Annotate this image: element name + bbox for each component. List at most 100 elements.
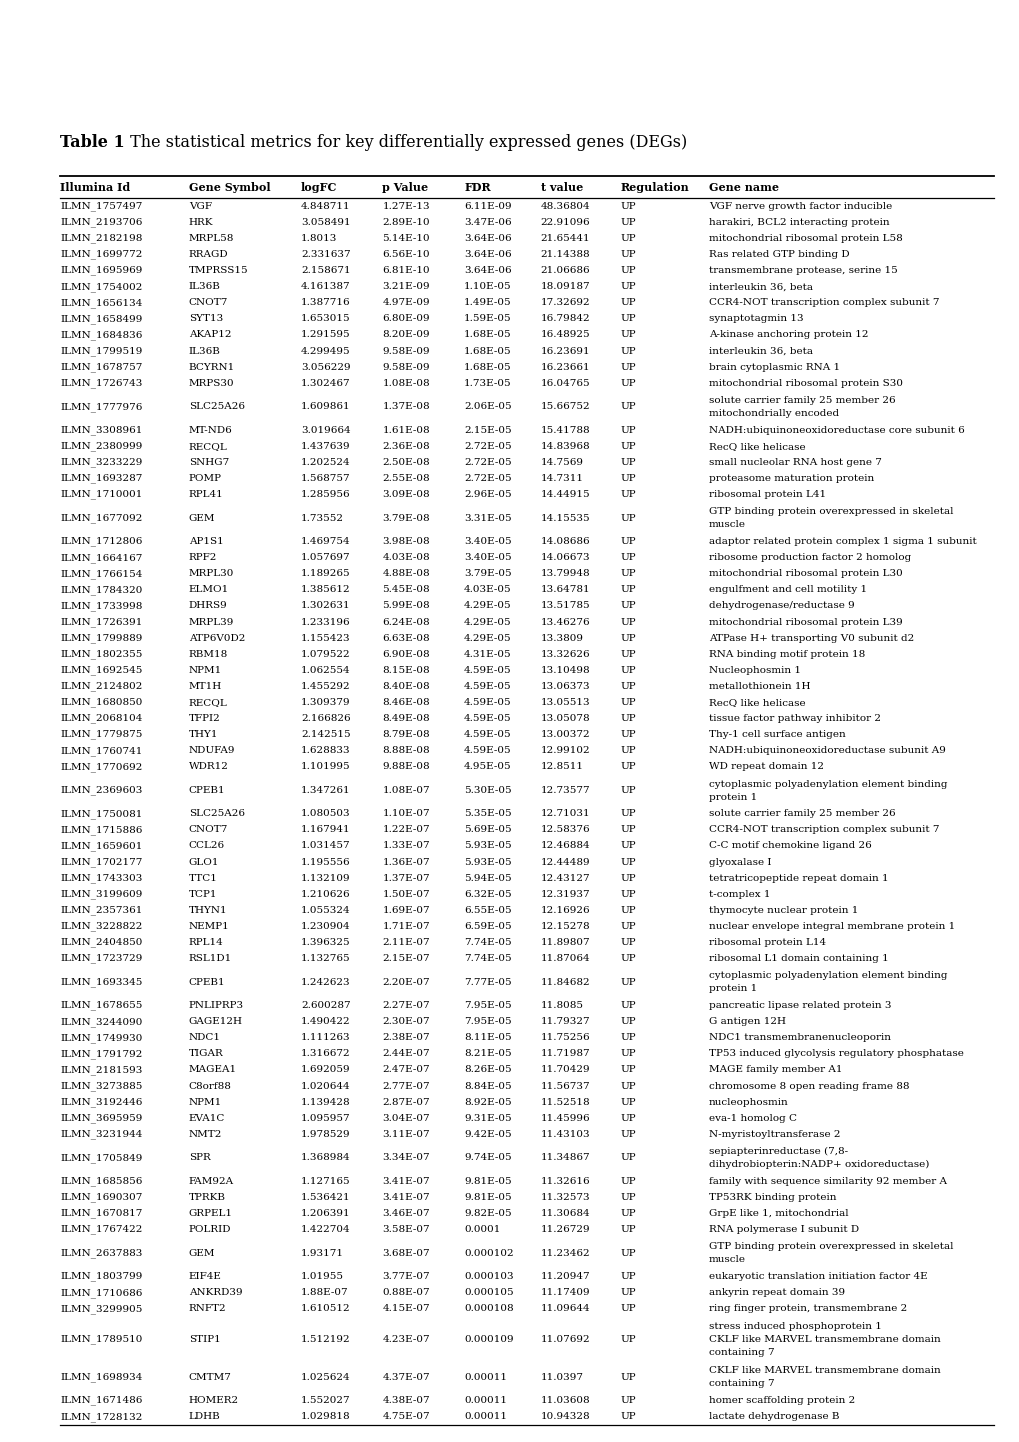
Text: ILMN_3233229: ILMN_3233229 (60, 457, 143, 467)
Text: TIGAR: TIGAR (189, 1050, 223, 1058)
Text: UP: UP (620, 1034, 635, 1043)
Text: ILMN_2380999: ILMN_2380999 (60, 441, 143, 451)
Text: 4.75E-07: 4.75E-07 (382, 1412, 430, 1422)
Text: 3.04E-07: 3.04E-07 (382, 1113, 430, 1123)
Text: 1.230904: 1.230904 (301, 921, 351, 932)
Text: A-kinase anchoring protein 12: A-kinase anchoring protein 12 (708, 330, 867, 339)
Text: ILMN_1784320: ILMN_1784320 (60, 585, 143, 594)
Text: ILMN_2404850: ILMN_2404850 (60, 937, 143, 947)
Text: 1.396325: 1.396325 (301, 937, 351, 947)
Text: 1.031457: 1.031457 (301, 842, 351, 851)
Text: HOMER2: HOMER2 (189, 1396, 238, 1405)
Text: interleukin 36, beta: interleukin 36, beta (708, 283, 812, 291)
Text: UP: UP (620, 825, 635, 835)
Text: 9.82E-05: 9.82E-05 (464, 1208, 512, 1218)
Text: 4.38E-07: 4.38E-07 (382, 1396, 430, 1405)
Text: SLC25A26: SLC25A26 (189, 809, 245, 818)
Text: p Value: p Value (382, 182, 428, 193)
Text: MRPL39: MRPL39 (189, 617, 233, 626)
Text: 7.74E-05: 7.74E-05 (464, 955, 512, 963)
Text: 2.20E-07: 2.20E-07 (382, 978, 430, 986)
Text: 3.58E-07: 3.58E-07 (382, 1226, 430, 1234)
Text: interleukin 36, beta: interleukin 36, beta (708, 346, 812, 356)
Text: MRPS30: MRPS30 (189, 379, 234, 388)
Text: 6.59E-05: 6.59E-05 (464, 921, 512, 932)
Text: UP: UP (620, 1113, 635, 1123)
Text: muscle: muscle (708, 1256, 745, 1265)
Text: 11.30684: 11.30684 (540, 1208, 590, 1218)
Text: UP: UP (620, 234, 635, 242)
Text: 5.45E-08: 5.45E-08 (382, 585, 430, 594)
Text: 2.15E-07: 2.15E-07 (382, 955, 430, 963)
Text: The statistical metrics for key differentially expressed genes (DEGs): The statistical metrics for key differen… (125, 134, 687, 151)
Text: 8.46E-08: 8.46E-08 (382, 698, 430, 707)
Text: 1.020644: 1.020644 (301, 1082, 351, 1090)
Text: 5.93E-05: 5.93E-05 (464, 842, 512, 851)
Text: 1.368984: 1.368984 (301, 1154, 351, 1162)
Text: TFPI2: TFPI2 (189, 714, 220, 722)
Text: 1.22E-07: 1.22E-07 (382, 825, 430, 835)
Text: 1.609861: 1.609861 (301, 402, 351, 411)
Text: 1.73552: 1.73552 (301, 513, 343, 522)
Text: UP: UP (620, 890, 635, 898)
Text: 16.04765: 16.04765 (540, 379, 590, 388)
Text: ILMN_1743303: ILMN_1743303 (60, 874, 143, 883)
Text: ILMN_3228822: ILMN_3228822 (60, 921, 143, 932)
Text: 16.79842: 16.79842 (540, 314, 590, 323)
Text: homer scaffolding protein 2: homer scaffolding protein 2 (708, 1396, 854, 1405)
Text: ILMN_2357361: ILMN_2357361 (60, 906, 143, 916)
Text: TP53 induced glycolysis regulatory phosphatase: TP53 induced glycolysis regulatory phosp… (708, 1050, 963, 1058)
Text: protein 1: protein 1 (708, 793, 756, 802)
Text: thymocyte nuclear protein 1: thymocyte nuclear protein 1 (708, 906, 857, 914)
Text: ILMN_1802355: ILMN_1802355 (60, 649, 143, 659)
Text: ILMN_1710686: ILMN_1710686 (60, 1288, 143, 1298)
Text: UP: UP (620, 1288, 635, 1298)
Text: small nucleolar RNA host gene 7: small nucleolar RNA host gene 7 (708, 459, 880, 467)
Text: 8.11E-05: 8.11E-05 (464, 1034, 512, 1043)
Text: 3.77E-07: 3.77E-07 (382, 1272, 430, 1280)
Text: 1.469754: 1.469754 (301, 538, 351, 547)
Text: UP: UP (620, 698, 635, 707)
Text: UP: UP (620, 554, 635, 562)
Text: 4.59E-05: 4.59E-05 (464, 666, 512, 675)
Text: WD repeat domain 12: WD repeat domain 12 (708, 763, 823, 771)
Text: 1.36E-07: 1.36E-07 (382, 858, 430, 867)
Text: ILMN_2193706: ILMN_2193706 (60, 218, 143, 228)
Text: 3.98E-08: 3.98E-08 (382, 538, 430, 547)
Text: N-myristoyltransferase 2: N-myristoyltransferase 2 (708, 1129, 840, 1139)
Text: 9.42E-05: 9.42E-05 (464, 1129, 512, 1139)
Text: 14.7311: 14.7311 (540, 474, 583, 483)
Text: UP: UP (620, 714, 635, 722)
Text: 1.055324: 1.055324 (301, 906, 351, 914)
Text: 10.94328: 10.94328 (540, 1412, 590, 1422)
Text: 4.59E-05: 4.59E-05 (464, 746, 512, 756)
Text: 3.79E-05: 3.79E-05 (464, 570, 512, 578)
Text: 1.062554: 1.062554 (301, 666, 351, 675)
Text: 12.8511: 12.8511 (540, 763, 583, 771)
Text: 0.000108: 0.000108 (464, 1305, 514, 1314)
Text: lactate dehydrogenase B: lactate dehydrogenase B (708, 1412, 839, 1422)
Text: 1.127165: 1.127165 (301, 1177, 351, 1185)
Text: ILMN_1658499: ILMN_1658499 (60, 314, 143, 323)
Text: 2.11E-07: 2.11E-07 (382, 937, 430, 947)
Text: ILMN_1710001: ILMN_1710001 (60, 490, 143, 499)
Text: 4.59E-05: 4.59E-05 (464, 698, 512, 707)
Text: 22.91096: 22.91096 (540, 218, 590, 226)
Text: NMT2: NMT2 (189, 1129, 222, 1139)
Text: ILMN_1779875: ILMN_1779875 (60, 730, 143, 740)
Text: tetratricopeptide repeat domain 1: tetratricopeptide repeat domain 1 (708, 874, 888, 883)
Text: DHRS9: DHRS9 (189, 601, 227, 610)
Text: UP: UP (620, 218, 635, 226)
Text: 12.44489: 12.44489 (540, 858, 590, 867)
Text: 1.50E-07: 1.50E-07 (382, 890, 430, 898)
Text: ILMN_1726743: ILMN_1726743 (60, 378, 143, 388)
Text: t-complex 1: t-complex 1 (708, 890, 769, 898)
Text: 1.37E-07: 1.37E-07 (382, 874, 430, 883)
Text: BCYRN1: BCYRN1 (189, 362, 234, 372)
Text: ILMN_1715886: ILMN_1715886 (60, 825, 143, 835)
Text: ILMN_1690307: ILMN_1690307 (60, 1193, 143, 1203)
Text: stress induced phosphoprotein 1: stress induced phosphoprotein 1 (708, 1322, 880, 1331)
Text: UP: UP (620, 459, 635, 467)
Text: 8.84E-05: 8.84E-05 (464, 1082, 512, 1090)
Text: 14.44915: 14.44915 (540, 490, 590, 499)
